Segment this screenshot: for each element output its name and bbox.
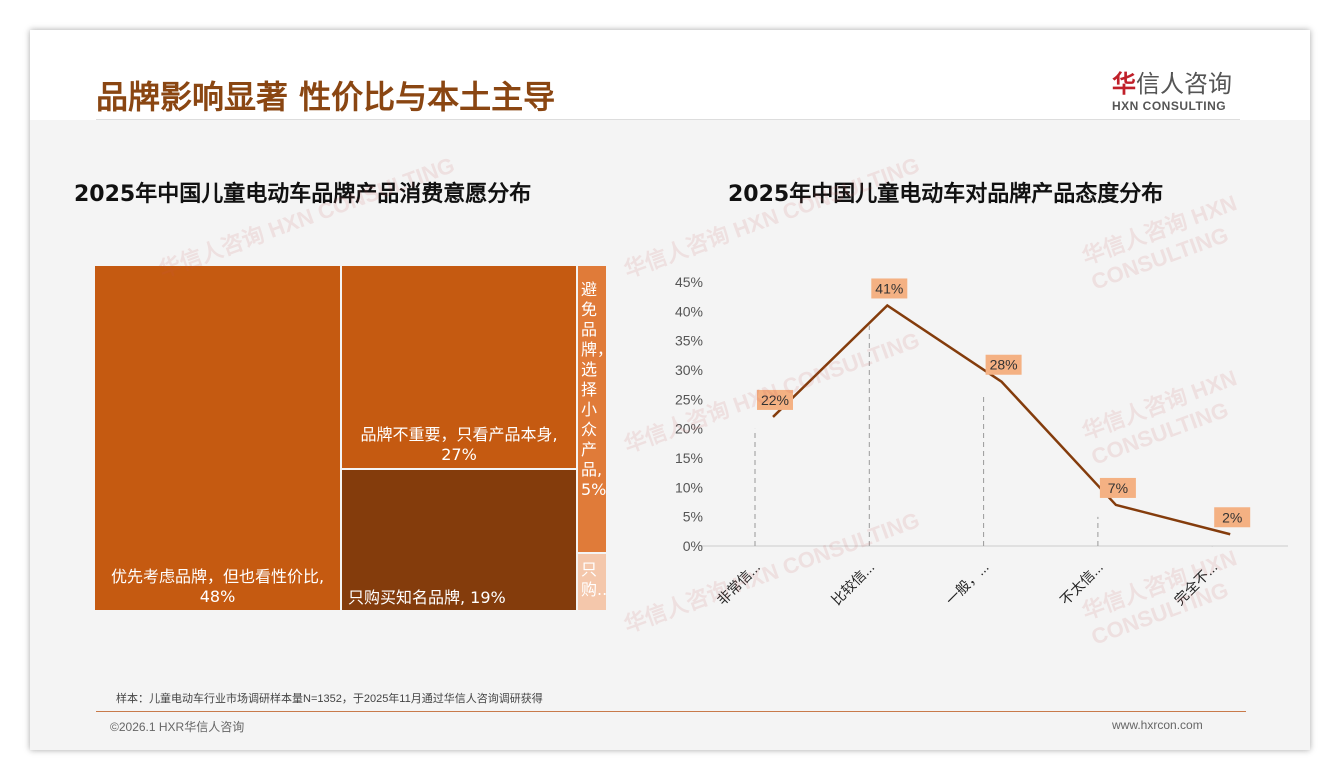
footer-divider [96,711,1246,712]
treemap-cell: 只购... [578,554,606,610]
y-tick-label: 15% [675,450,703,466]
line-chart: 0% 5% 10% 15% 20% 25% 30% 35% 40% 45% 非常信... 比较信...… [675,274,1288,608]
treemap-cell: 优先考虑品牌，但也看性价比, 48% [95,266,340,610]
divider [96,119,1240,120]
logo-en: HXN CONSULTING [1112,99,1227,113]
treemap-cell: 品牌不重要，只看产品本身, 27% [342,266,576,468]
treemap-title: 2025年中国儿童电动车品牌产品消费意愿分布 [74,182,532,207]
page-title: 品牌影响显著 性价比与本土主导 [96,78,556,116]
y-tick-label: 5% [683,509,703,525]
y-tick-label: 25% [675,391,703,407]
header: 品牌影响显著 性价比与本土主导 华信人咨询 HXN CONSULTING [30,30,1310,120]
data-label: 28% [990,357,1018,373]
website: www.hxrcon.com [1112,718,1203,732]
x-tick-label: 比较信... [828,559,877,608]
treemap-label: 只购买知名品牌, 19% [348,588,506,607]
copyright: ©2026.1 HXR华信人咨询 [110,720,245,734]
data-label-bg [1099,477,1136,498]
y-tick-label: 20% [675,421,703,437]
y-tick-label: 45% [675,274,703,290]
y-tick-label: 0% [683,538,703,554]
treemap-cell: 避免品牌，选择小众产品, 5% [578,266,606,552]
treemap-label: 品牌不重要，只看产品本身, 27% [360,425,558,464]
x-tick-label: 非常信... [714,559,763,608]
data-label-bg [757,389,793,410]
treemap-label: 优先考虑品牌，但也看性价比, 48% [110,567,325,606]
logo-text: 信人咨询 [1136,70,1232,98]
data-label-bg [985,354,1022,375]
data-label: 7% [1108,480,1128,496]
logo-accent: 华 [1112,70,1136,98]
y-tick-label: 30% [675,362,703,378]
line-chart-title: 2025年中国儿童电动车对品牌产品态度分布 [728,182,1164,207]
logo: 华信人咨询 HXN CONSULTING [1112,64,1232,113]
treemap-cell: 只购买知名品牌, 19% [342,470,576,610]
y-tick-label: 10% [675,479,703,495]
data-label-bg [871,278,908,299]
x-tick-label: 一般，... [942,559,991,608]
x-tick-label: 不太信... [1057,559,1106,608]
data-label-bg [1214,507,1251,528]
y-tick-label: 40% [675,303,703,319]
slide: 品牌影响显著 性价比与本土主导 华信人咨询 HXN CONSULTING 202… [30,30,1310,750]
data-label: 22% [761,392,789,408]
treemap-label: 避免品牌，选择小众产品, 5% [581,280,606,499]
data-label: 41% [875,280,903,296]
footnote: 样本：儿童电动车行业市场调研样本量N=1352，于2025年11月通过华信人咨询… [116,693,543,705]
x-tick-label: 完全不... [1171,559,1220,608]
y-tick-label: 35% [675,333,703,349]
treemap-label: 只购... [581,560,606,599]
series-line [772,303,1231,536]
data-label: 2% [1222,509,1242,525]
